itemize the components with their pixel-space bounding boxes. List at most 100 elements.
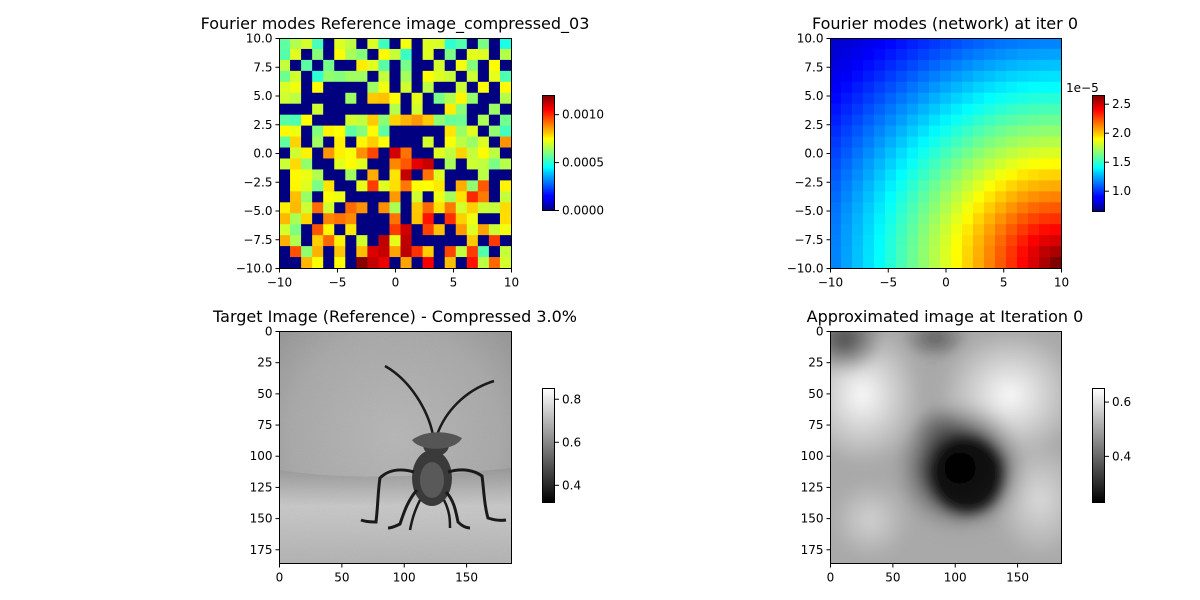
heatmap-cell [279,48,291,61]
heatmap-cell [874,257,886,269]
heatmap-cell [973,147,985,159]
heatmap-cell [411,147,424,159]
heatmap-cell [995,59,1007,72]
heatmap-cell [488,147,501,159]
colorbar-tick-label: 1.0 [1112,184,1131,198]
heatmap-cell [400,180,412,192]
y-tick-label: 0 [265,325,273,339]
heatmap-cell [907,235,919,247]
heatmap-cell [488,114,501,127]
heatmap-cell [995,202,1007,214]
heatmap-cell [918,136,930,148]
heatmap-cell [422,59,435,72]
heatmap-cell [863,224,875,236]
heatmap-cell [951,246,963,258]
heatmap-cell [863,191,875,203]
heatmap-cell [367,70,379,83]
heatmap-cell [918,202,930,214]
heatmap-cell [367,147,379,159]
heatmap-cell [312,213,324,225]
y-tick-label: 150 [250,512,273,526]
heatmap-cell [863,48,875,61]
heatmap-cell [279,246,291,258]
x-tick-label: 150 [1006,571,1029,585]
heatmap-cell [356,169,368,181]
heatmap-cell [455,59,468,72]
colorbar-tick-label: 2.0 [1112,126,1131,140]
heatmap-cell [1028,158,1040,170]
heatmap-cell [907,213,919,225]
heatmap-cell [929,136,941,148]
heatmap-cell [455,70,468,83]
heatmap-cell [852,81,864,94]
heatmap-cell [455,81,468,94]
heatmap-cell [400,136,412,148]
heatmap-cell [1039,213,1051,225]
heatmap-cell [1050,147,1062,159]
y-tick-label: 10.0 [246,32,273,46]
heatmap-cell [852,125,864,137]
heatmap-cell [962,114,974,127]
heatmap-cell [885,125,897,137]
heatmap-cell [279,169,291,181]
heatmap-cell [312,147,324,159]
heatmap-cell [455,158,468,170]
heatmap-cell [852,180,864,192]
heatmap-cell [863,257,875,269]
heatmap-cell [1028,38,1040,50]
plot-frame [830,331,1062,564]
heatmap-cell [301,59,313,72]
heatmap-cell [433,191,446,203]
heatmap-cell [951,114,963,127]
colorbar: 0.4 0.6 0.8 [542,388,581,503]
heatmap-cell [1050,246,1062,258]
heatmap-cell [499,81,512,94]
heatmap-cell [863,246,875,258]
heatmap-cell [885,202,897,214]
heatmap-cell [301,246,313,258]
heatmap-cell [918,81,930,94]
heatmap-cell [1050,180,1062,192]
heatmap-cells [279,38,512,269]
heatmap-cell [995,136,1007,148]
heatmap-cell [499,246,512,258]
y-tick-label: −10.0 [787,262,824,276]
heatmap-cell [444,158,457,170]
heatmap-cell [477,136,490,148]
heatmap-cell [1028,125,1040,137]
heatmap-cell [312,70,324,83]
heatmap-cell [466,136,479,148]
heatmap-cell [378,92,390,105]
heatmap-cell [1017,224,1029,236]
heatmap-cell [334,257,346,269]
heatmap-cell [962,191,974,203]
heatmap-cell [830,169,842,181]
heatmap-cell [301,213,313,225]
heatmap-cell [345,125,357,137]
heatmap-cell [984,224,996,236]
heatmap-cell [444,169,457,181]
heatmap-cell [918,158,930,170]
heatmap-cell [389,169,401,181]
heatmap-cell [323,235,335,247]
heatmap-cell [940,38,952,50]
heatmap-cell [1050,48,1062,61]
heatmap-cell [929,180,941,192]
heatmap-cell [356,125,368,137]
heatmap-cell [929,246,941,258]
heatmap-cell [841,136,853,148]
heatmap-cell [907,202,919,214]
heatmap-cell [356,92,368,105]
heatmap-cell [290,169,302,181]
heatmap-cell [1050,125,1062,137]
heatmap-cell [995,246,1007,258]
heatmap-cell [863,147,875,159]
heatmap-cell [301,224,313,236]
heatmap-cell [962,48,974,61]
heatmap-cell [312,38,324,50]
heatmap-cell [378,125,390,137]
heatmap-cell [400,114,412,127]
heatmap-cell [1039,224,1051,236]
heatmap-cell [1028,191,1040,203]
heatmap-cell [1028,81,1040,94]
